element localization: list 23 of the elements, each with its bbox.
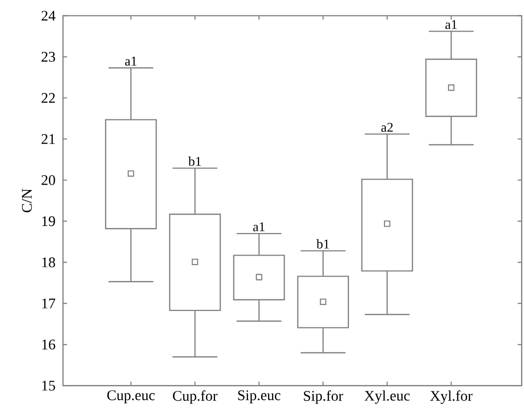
annotation: b1 — [316, 239, 329, 249]
y-tick-label: 21 — [42, 134, 55, 144]
y-tick-label: 18 — [42, 257, 56, 268]
annotation: a1 — [125, 56, 136, 66]
x-tick-label: Sip.euc — [238, 390, 280, 404]
y-tick-label: 24 — [42, 10, 56, 21]
y-axis-title: C/N — [22, 188, 32, 212]
y-tick-label: 15 — [42, 380, 56, 391]
x-tick-label: Xyl.euc — [364, 390, 410, 404]
y-tick-label: 16 — [42, 340, 56, 350]
y-tick-label: 19 — [42, 216, 56, 226]
y-tick-label: 17 — [42, 298, 56, 308]
annotation: a1 — [253, 222, 265, 232]
annotation: a1 — [445, 20, 457, 30]
x-tick-label: Xyl.for — [430, 390, 472, 404]
x-tick-label: Cup.for — [172, 390, 218, 404]
y-tick-label: 22 — [42, 93, 55, 103]
x-tick-label: Sip.for — [304, 390, 344, 404]
x-tick-label: Cup.euc — [107, 390, 155, 404]
annotation: b1 — [188, 156, 201, 166]
y-tick-label: 20 — [42, 175, 56, 186]
y-tick-label: 23 — [42, 52, 56, 62]
annotation: a2 — [381, 122, 393, 132]
